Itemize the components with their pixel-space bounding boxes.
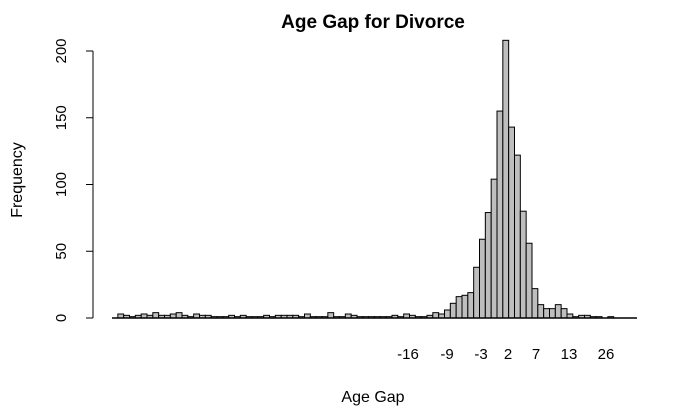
histogram-bar [449,302,457,319]
histogram-bar [525,242,533,319]
histogram-bar [514,154,521,319]
histogram-bar [479,238,486,319]
histogram-bar [444,309,451,319]
histogram-bar [496,110,504,319]
histogram-bar [549,308,556,319]
histogram-bar [519,210,527,319]
histogram-bar [543,308,550,319]
histogram-bar [473,266,481,319]
y-axis-tick-label: 50 [53,243,70,260]
histogram-bar [455,296,463,319]
histogram-bar [531,288,539,319]
x-axis-tick-label: -16 [397,346,419,363]
histogram-bar [490,178,498,319]
x-axis-tick-label: 26 [598,346,615,363]
histogram-bar [152,312,160,319]
histogram-bar [461,294,469,319]
histogram-bar [327,312,335,319]
y-axis-tick-label: 200 [53,38,70,63]
y-axis: 0 50 100 150 200 [53,38,94,322]
histogram-bar [432,312,440,319]
histogram-bar [508,126,516,319]
x-axis-tick-label: 13 [561,346,578,363]
y-axis-tick-label: 150 [53,105,70,130]
x-axis-tick-label: -3 [474,346,487,363]
histogram-bar [537,304,545,319]
y-axis-tick-label: 0 [53,314,70,322]
y-axis-label: Frequency [9,142,26,218]
x-axis-tick-label: -9 [440,346,453,363]
histogram-bar [175,312,183,319]
histogram-bar [467,292,475,319]
y-axis-tick-label: 100 [53,172,70,197]
histogram-bar [554,304,562,319]
x-axis-tick-label: 2 [504,346,512,363]
bars-group [112,39,637,319]
histogram-bar [484,212,492,319]
x-axis-tick-labels: -16 -9 -3 2 7 13 26 [397,346,614,363]
histogram-bar [502,39,510,319]
x-axis-tick-label: 7 [532,346,540,363]
chart-title: Age Gap for Divorce [281,12,465,33]
histogram-bar [560,308,568,319]
x-axis-label: Age Gap [341,389,404,406]
